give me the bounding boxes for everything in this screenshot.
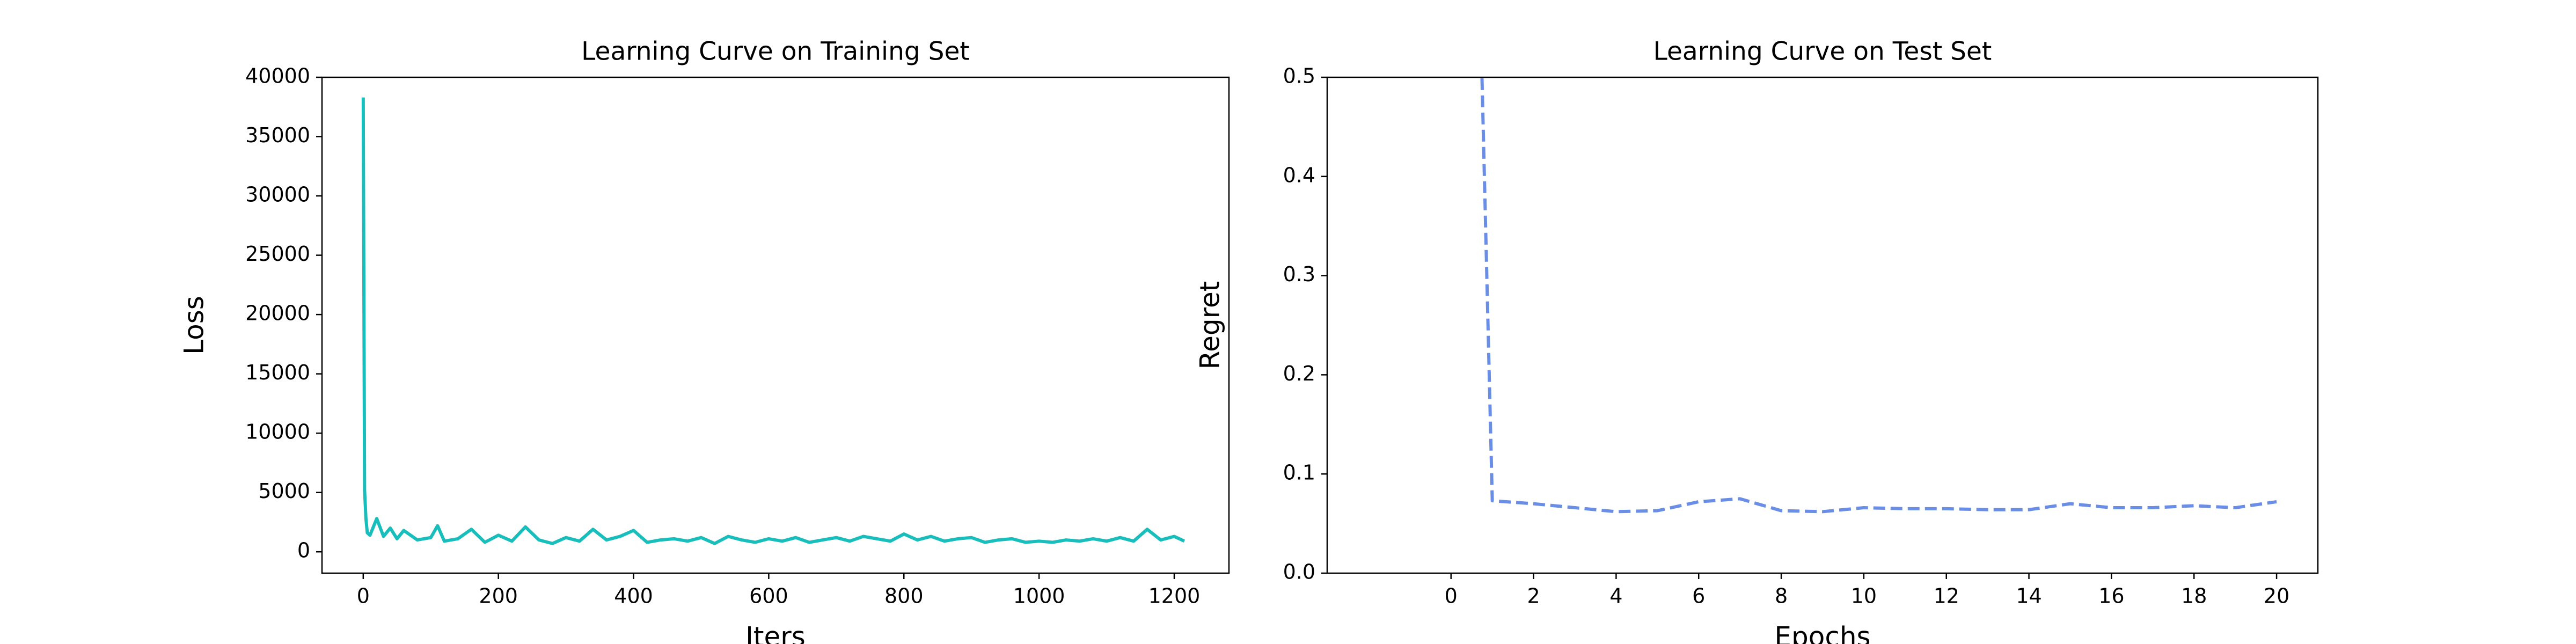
y-tick-label: 0.3	[1283, 262, 1315, 286]
y-tick-label: 0	[297, 539, 310, 562]
x-tick-label: 20	[2264, 584, 2289, 608]
x-tick-label: 18	[2181, 584, 2207, 608]
y-tick-label: 10000	[245, 420, 310, 444]
x-tick-label: 10	[1851, 584, 1877, 608]
y-tick-label: 30000	[245, 183, 310, 207]
x-tick-label: 400	[614, 584, 653, 608]
x-axis-label: Iters	[745, 621, 806, 644]
x-tick-label: 1200	[1148, 584, 1201, 608]
y-tick-label: 0.0	[1283, 560, 1315, 584]
plot-frame	[1326, 76, 2319, 574]
chart: Learning Curve on Training Set Iters Loss 0…	[179, 37, 1230, 644]
x-tick-label: 200	[479, 584, 518, 608]
x-tick-label: 6	[1692, 584, 1705, 608]
x-axis-label: Epochs	[1774, 621, 1870, 644]
x-tick-label: 2	[1527, 584, 1540, 608]
data-line	[361, 97, 1185, 545]
y-tick-label: 25000	[245, 242, 310, 266]
y-axis-label: Regret	[1195, 281, 1226, 370]
chart-title: Learning Curve on Training Set	[581, 37, 970, 67]
chart: Learning Curve on Test Set Epochs Regret 0 2…	[1195, 37, 2319, 644]
x-tick-label: 1000	[1013, 584, 1065, 608]
x-tick-label: 0	[357, 584, 370, 608]
y-tick-label: 5000	[258, 479, 310, 503]
chart-title: Learning Curve on Test Set	[1653, 37, 1992, 67]
y-tick-label: 0.2	[1283, 362, 1315, 385]
y-tick-label: 35000	[245, 123, 310, 147]
data-line	[1480, 77, 2277, 514]
x-tick-label: 16	[2098, 584, 2124, 608]
x-tick-label: 8	[1775, 584, 1788, 608]
x-tick-label: 4	[1609, 584, 1622, 608]
y-tick-label: 20000	[245, 302, 310, 325]
x-tick-label: 14	[2016, 584, 2041, 608]
y-tick-label: 0.4	[1283, 163, 1315, 187]
x-tick-label: 800	[884, 584, 924, 608]
x-tick-label: 12	[1934, 584, 1959, 608]
y-axis-label: Loss	[179, 296, 210, 355]
plot-frame	[321, 76, 1230, 574]
y-tick-label: 40000	[245, 64, 310, 88]
y-tick-label: 0.5	[1283, 64, 1315, 88]
y-tick-label: 0.1	[1283, 461, 1315, 485]
x-tick-label: 600	[749, 584, 788, 608]
y-tick-label: 15000	[245, 361, 310, 384]
x-tick-label: 0	[1445, 584, 1458, 608]
